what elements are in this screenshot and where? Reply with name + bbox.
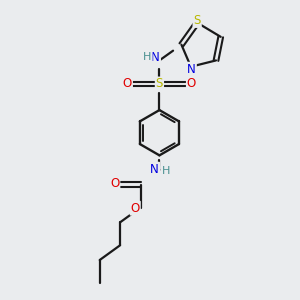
Text: N: N bbox=[150, 163, 159, 176]
Text: O: O bbox=[123, 77, 132, 91]
Text: S: S bbox=[194, 14, 201, 27]
Text: N: N bbox=[187, 63, 196, 76]
Text: N: N bbox=[151, 51, 160, 64]
Text: O: O bbox=[130, 202, 140, 215]
Text: H: H bbox=[143, 52, 152, 62]
Text: O: O bbox=[110, 177, 119, 190]
Text: S: S bbox=[156, 77, 163, 91]
Text: O: O bbox=[187, 77, 196, 91]
Text: H: H bbox=[161, 167, 170, 176]
